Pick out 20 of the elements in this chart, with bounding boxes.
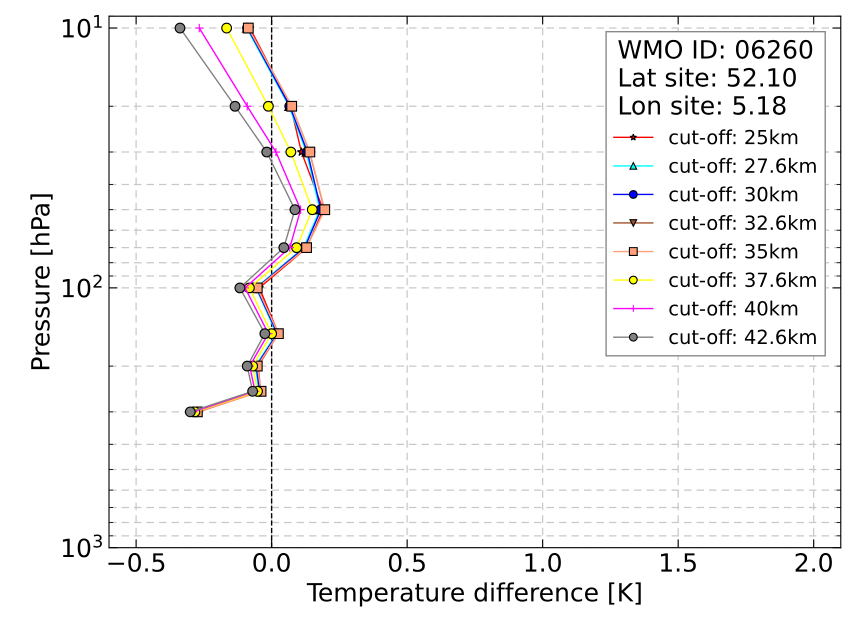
x-tick-label: 0.5 (388, 553, 425, 572)
x-tick-label: 2.0 (796, 553, 832, 572)
legend-label: cut-off: 27.6km (669, 158, 816, 173)
y-axis-title: Pressure [hPa] (30, 194, 53, 370)
y-tick-label: 10$^{2}$ (62, 274, 102, 298)
x-tick-label: 1.5 (661, 553, 696, 572)
x-tick-label: 0.0 (253, 553, 290, 572)
y-tick-label: 10$^{3}$ (62, 534, 102, 558)
legend-label: cut-off: 40km (669, 300, 798, 316)
x-tick-label: −0.5 (108, 553, 164, 572)
legend-label: cut-off: 35km (669, 244, 798, 259)
legend-title: WMO ID: 06260 Lat site: 52.10 Lon site: 5.18 (618, 40, 812, 115)
y-tick-label: 10$^{1}$ (62, 15, 102, 38)
x-tick-label: 1.0 (526, 553, 561, 572)
legend-label: cut-off: 30km (669, 186, 798, 202)
x-axis-title: Temperature difference [K] (306, 582, 641, 607)
legend-label: cut-off: 32.6km (669, 215, 816, 230)
legend-label: cut-off: 25km (669, 129, 798, 144)
legend-label: cut-off: 37.6km (669, 272, 816, 288)
legend-label: cut-off: 42.6km (669, 329, 816, 344)
